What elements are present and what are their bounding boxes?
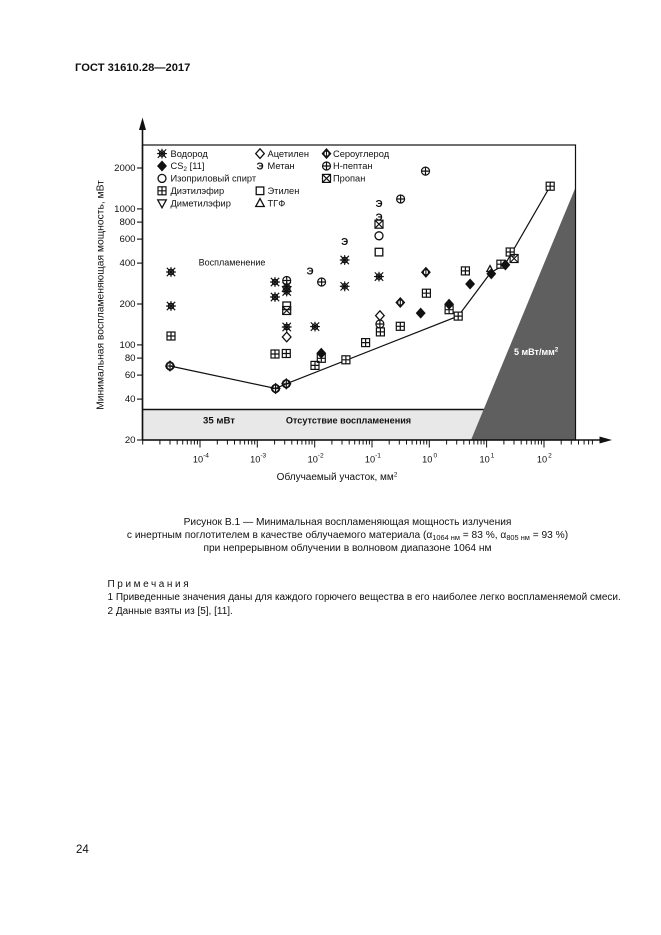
svg-text:100: 100 xyxy=(119,340,135,351)
svg-text:Изоприловый спирт: Изоприловый спирт xyxy=(171,174,257,184)
svg-text:80: 80 xyxy=(125,353,136,364)
svg-text:Минимальная воспламеняющая мощ: Минимальная воспламеняющая мощность, мВт xyxy=(96,180,107,410)
svg-text:200: 200 xyxy=(119,299,135,310)
svg-text:5 мВт/мм2: 5 мВт/мм2 xyxy=(514,347,559,358)
svg-text:10: 10 xyxy=(193,454,203,464)
svg-text:ТГФ: ТГФ xyxy=(268,198,286,208)
svg-text:-3: -3 xyxy=(260,452,266,459)
svg-text:Сероуглерод: Сероуглерод xyxy=(333,149,390,159)
svg-text:10: 10 xyxy=(250,454,260,464)
svg-text:400: 400 xyxy=(119,258,135,269)
svg-text:10: 10 xyxy=(308,454,318,464)
svg-text:Н-пептан: Н-пептан xyxy=(333,161,373,171)
svg-text:Э: Э xyxy=(375,213,382,224)
svg-text:Э: Э xyxy=(256,161,263,172)
svg-text:2000: 2000 xyxy=(114,163,135,174)
svg-text:40: 40 xyxy=(125,394,136,405)
svg-text:10: 10 xyxy=(537,454,547,464)
svg-text:Облучаемый участок, мм2: Облучаемый участок, мм2 xyxy=(277,471,398,483)
svg-text:800: 800 xyxy=(119,217,135,228)
svg-text:60: 60 xyxy=(125,370,136,381)
svg-text:Пропан: Пропан xyxy=(333,174,365,184)
svg-text:Диметилэфир: Диметилэфир xyxy=(171,198,231,208)
svg-text:Воспламенение: Воспламенение xyxy=(199,258,266,268)
svg-text:Э: Э xyxy=(306,266,313,277)
svg-text:Метан: Метан xyxy=(268,161,295,171)
svg-text:Э: Э xyxy=(375,199,382,210)
svg-text:Э: Э xyxy=(341,237,348,248)
svg-text:Этилен: Этилен xyxy=(268,186,300,196)
svg-text:-2: -2 xyxy=(318,452,324,459)
svg-text:Диэтилэфир: Диэтилэфир xyxy=(171,186,225,196)
svg-text:1000: 1000 xyxy=(114,204,135,215)
svg-text:10: 10 xyxy=(422,454,432,464)
svg-text:-1: -1 xyxy=(375,452,381,459)
svg-text:Отсутствие воспламенения: Отсутствие воспламенения xyxy=(286,416,411,426)
svg-text:20: 20 xyxy=(125,435,136,446)
svg-text:0: 0 xyxy=(433,452,437,459)
svg-text:600: 600 xyxy=(119,234,135,245)
svg-text:1: 1 xyxy=(491,452,495,459)
svg-text:CS2 [11]: CS2 [11] xyxy=(171,161,205,173)
svg-text:Ацетилен: Ацетилен xyxy=(268,149,309,159)
svg-text:2: 2 xyxy=(548,452,552,459)
svg-text:10: 10 xyxy=(365,454,375,464)
svg-text:10: 10 xyxy=(479,454,489,464)
svg-text:35 мВт: 35 мВт xyxy=(203,416,235,427)
svg-text:Водород: Водород xyxy=(171,149,209,159)
svg-text:-4: -4 xyxy=(203,452,209,459)
